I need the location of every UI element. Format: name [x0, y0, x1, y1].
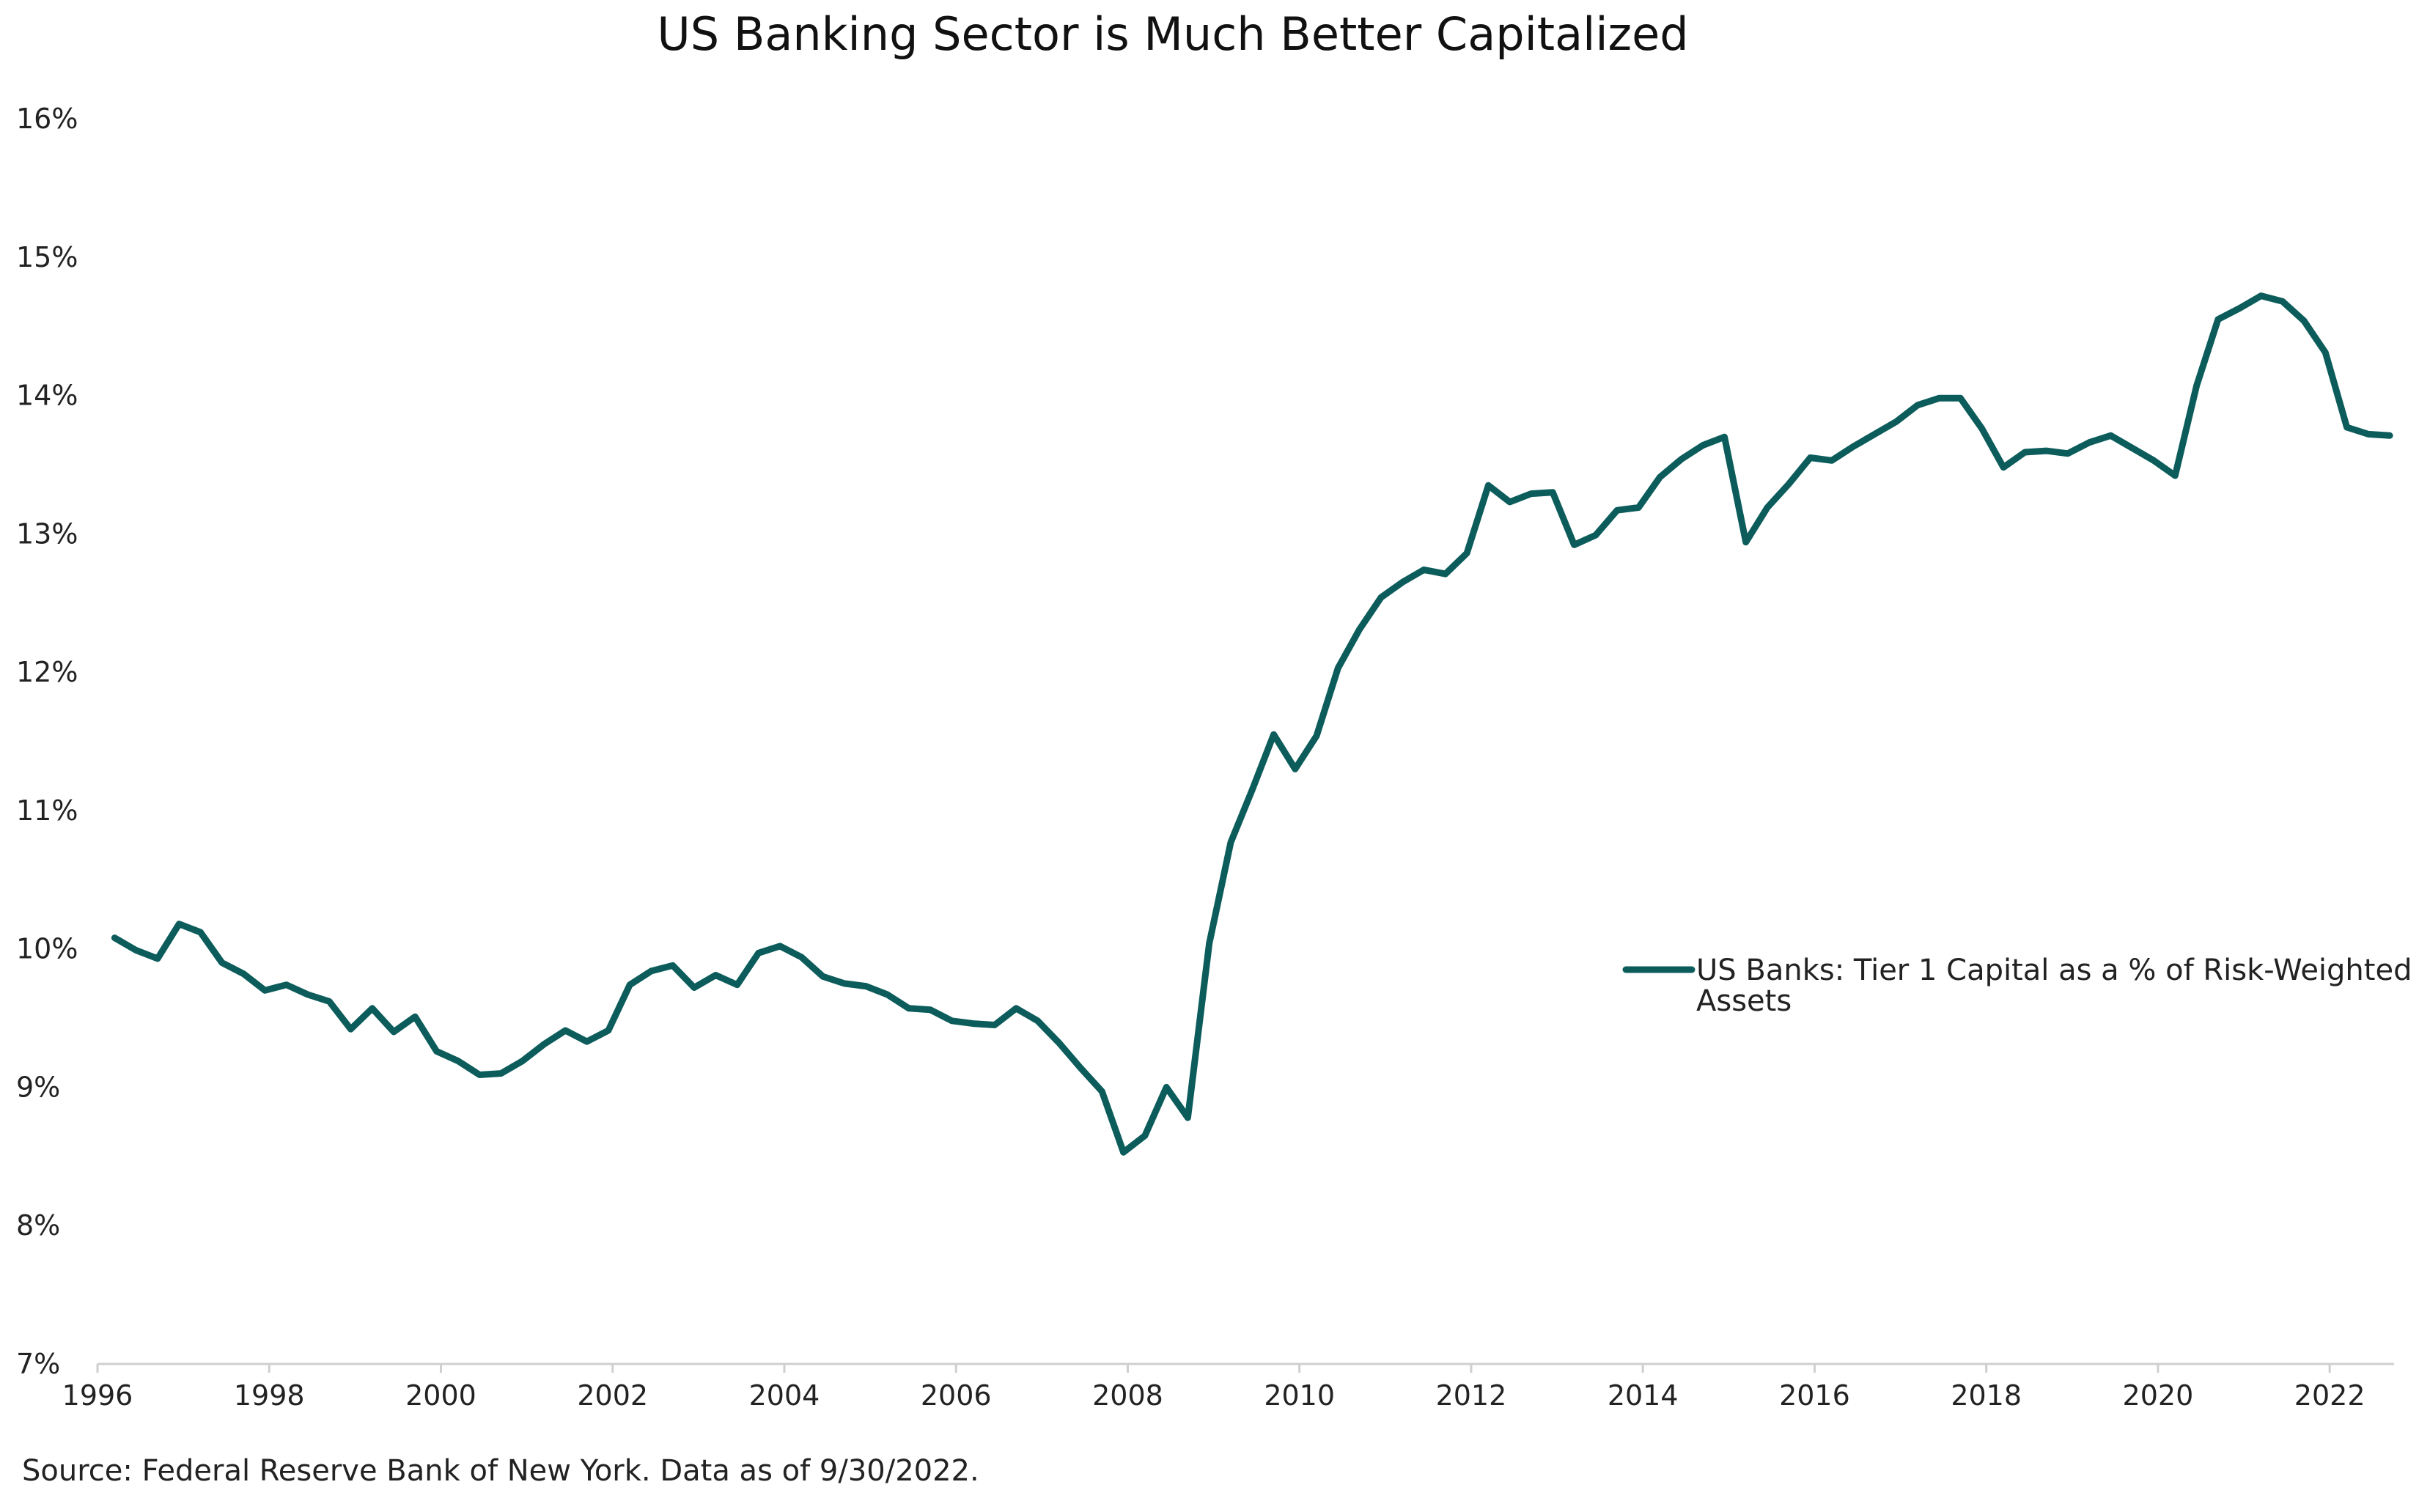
x-tick-label: 2012 — [1436, 1379, 1507, 1412]
y-tick-label: 13% — [16, 517, 78, 550]
x-tick-label: 1996 — [62, 1379, 133, 1412]
series-line-tier1-capital — [111, 292, 2393, 1156]
x-tick-label: 2002 — [577, 1379, 648, 1412]
y-tick-label: 11% — [16, 794, 78, 827]
y-tick-label: 15% — [16, 241, 78, 273]
legend-label-line-2: Assets — [1696, 984, 1792, 1018]
y-tick-label: 16% — [16, 103, 78, 135]
y-tick-label: 9% — [16, 1071, 60, 1103]
y-axis-ticks: 7% 8% 9% 10% 11% 12% 13% 14% 15% 16% — [16, 103, 78, 1380]
x-tick-label: 2010 — [1264, 1379, 1335, 1412]
x-tick-label: 2016 — [1779, 1379, 1850, 1412]
source-note: Source: Federal Reserve Bank of New York… — [22, 1454, 979, 1488]
x-tick-label: 2006 — [921, 1379, 992, 1412]
y-tick-label: 8% — [16, 1209, 60, 1242]
x-tick-label: 2004 — [749, 1379, 820, 1412]
x-tick-label: 1998 — [234, 1379, 305, 1412]
x-tick-label: 2022 — [2294, 1379, 2365, 1412]
x-tick-label: 2020 — [2123, 1379, 2194, 1412]
y-tick-label: 12% — [16, 656, 78, 688]
x-tick-label: 2014 — [1608, 1379, 1679, 1412]
x-tick-label: 2018 — [1951, 1379, 2022, 1412]
y-tick-label: 14% — [16, 380, 78, 412]
y-tick-label: 10% — [16, 933, 78, 965]
chart-title: US Banking Sector is Much Better Capital… — [657, 7, 1688, 61]
x-tick-label: 2000 — [405, 1379, 476, 1412]
y-tick-label: 7% — [16, 1348, 60, 1380]
x-axis-ticks: 1996 1998 2000 2002 2004 2006 2008 2010 2012 2014… — [62, 1364, 2365, 1412]
legend-label-line-1: US Banks: Tier 1 Capital as a % of Risk-… — [1696, 954, 2412, 987]
x-tick-label: 2008 — [1092, 1379, 1163, 1412]
legend-label: US Banks: Tier 1 Capital as a % of Risk-… — [1696, 954, 2419, 1018]
legend: US Banks: Tier 1 Capital as a % of Risk-… — [1622, 954, 2419, 1018]
